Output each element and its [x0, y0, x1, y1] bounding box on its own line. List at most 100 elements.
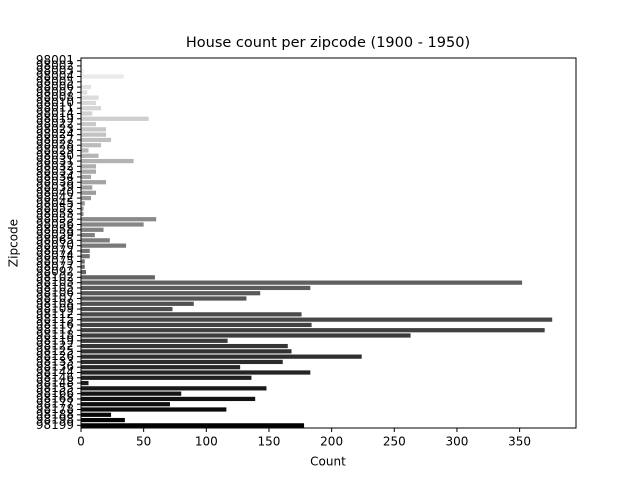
y-tick-label: 98027: [36, 132, 74, 146]
bar: [81, 201, 85, 206]
bar: [81, 158, 134, 164]
bar: [81, 95, 99, 100]
bar: [81, 190, 97, 195]
bar: [81, 111, 93, 116]
bar: [81, 275, 155, 280]
y-tick-label: 98030: [36, 148, 74, 162]
bar: [81, 69, 84, 74]
y-tick-label: 98053: [36, 206, 74, 220]
y-tick-label: 98059: [36, 228, 74, 242]
x-tick-label: 150: [258, 435, 281, 449]
y-tick-label: 98126: [36, 349, 74, 363]
y-tick-label: 98107: [36, 291, 74, 305]
y-tick-label: 98116: [36, 317, 74, 331]
bar: [81, 285, 311, 291]
y-tick-label: 98109: [36, 302, 74, 316]
y-tick-label: 98102: [36, 270, 74, 284]
x-tick-label: 350: [508, 435, 531, 449]
bar: [81, 243, 127, 248]
y-tick-label: 98055: [36, 212, 74, 226]
y-tick-label: 98019: [36, 111, 74, 125]
y-tick-label: 98074: [36, 249, 74, 263]
y-tick-label: 98024: [36, 127, 74, 141]
bar: [81, 301, 194, 306]
y-tick-label: 98058: [36, 222, 74, 236]
y-tick-label: 98006: [36, 80, 74, 94]
x-tick-label: 250: [383, 435, 406, 449]
bar: [81, 232, 95, 238]
y-tick-label: 98039: [36, 180, 74, 194]
y-tick-label: 98106: [36, 286, 74, 300]
y-tick-label: 98056: [36, 217, 74, 231]
x-tick-label: 0: [77, 435, 85, 449]
bar: [81, 423, 305, 428]
y-tick-label: 98032: [36, 159, 74, 173]
y-tick-label: 98199: [36, 418, 74, 432]
bar: [81, 121, 97, 127]
x-tick-label: 50: [136, 435, 151, 449]
y-tick-label: 98001: [36, 53, 74, 67]
bar: [81, 349, 292, 354]
y-tick-label: 98092: [36, 265, 74, 279]
bar: [81, 375, 252, 380]
bar: [81, 296, 247, 301]
bar: [81, 211, 84, 217]
bar: [81, 402, 170, 407]
bar: [81, 291, 261, 296]
y-tick-label: 98004: [36, 69, 74, 83]
bar: [81, 280, 523, 285]
bar: [81, 317, 553, 322]
y-tick-label: 98072: [36, 243, 74, 257]
bar: [81, 217, 157, 222]
bar: [81, 254, 90, 259]
bar: [81, 264, 85, 269]
x-tick-label: 200: [320, 435, 343, 449]
y-tick-label: 98005: [36, 74, 74, 88]
bar: [81, 206, 84, 211]
bar: [81, 90, 88, 95]
bar: [81, 248, 90, 254]
bar: [81, 100, 97, 106]
y-tick-label: 98122: [36, 339, 74, 353]
y-tick-label: 98045: [36, 196, 74, 210]
y-tick-label: 98115: [36, 312, 74, 326]
bar: [81, 174, 92, 180]
y-tick-label: 98117: [36, 323, 74, 337]
y-tick-label: 98070: [36, 238, 74, 252]
y-tick-label: 98168: [36, 391, 74, 405]
bar: [81, 106, 102, 111]
y-tick-label: 98177: [36, 397, 74, 411]
bar: [81, 143, 102, 148]
y-tick-label: 98023: [36, 122, 74, 136]
bar: [81, 84, 92, 90]
x-tick-label: 300: [445, 435, 468, 449]
y-tick-label: 98119: [36, 333, 74, 347]
bar: [81, 238, 110, 243]
bar: [81, 269, 87, 275]
y-tick-label: 98042: [36, 191, 74, 205]
bar: [81, 74, 124, 79]
y-axis-label: Zipcode: [7, 219, 21, 267]
bar: [81, 58, 83, 63]
y-tick-label: 98112: [36, 307, 74, 321]
chart-title: House count per zipcode (1900 - 1950): [186, 35, 470, 51]
y-tick-label: 98105: [36, 280, 74, 294]
bar: [81, 127, 107, 132]
y-tick-label: 98038: [36, 175, 74, 189]
bar: [81, 312, 302, 317]
y-tick-label: 98198: [36, 413, 74, 427]
y-tick-label: 98075: [36, 254, 74, 268]
y-tick-label: 98040: [36, 185, 74, 199]
bar: [81, 195, 92, 201]
x-axis-label: Count: [310, 455, 346, 469]
bar: [81, 116, 149, 121]
bar: [81, 322, 312, 328]
bar: [81, 153, 99, 158]
bar: [81, 137, 112, 143]
y-tick-label: 98108: [36, 296, 74, 310]
y-tick-label: 98011: [36, 101, 74, 115]
bar: [81, 359, 283, 365]
y-tick-label: 98034: [36, 169, 74, 183]
bar: [81, 79, 83, 84]
